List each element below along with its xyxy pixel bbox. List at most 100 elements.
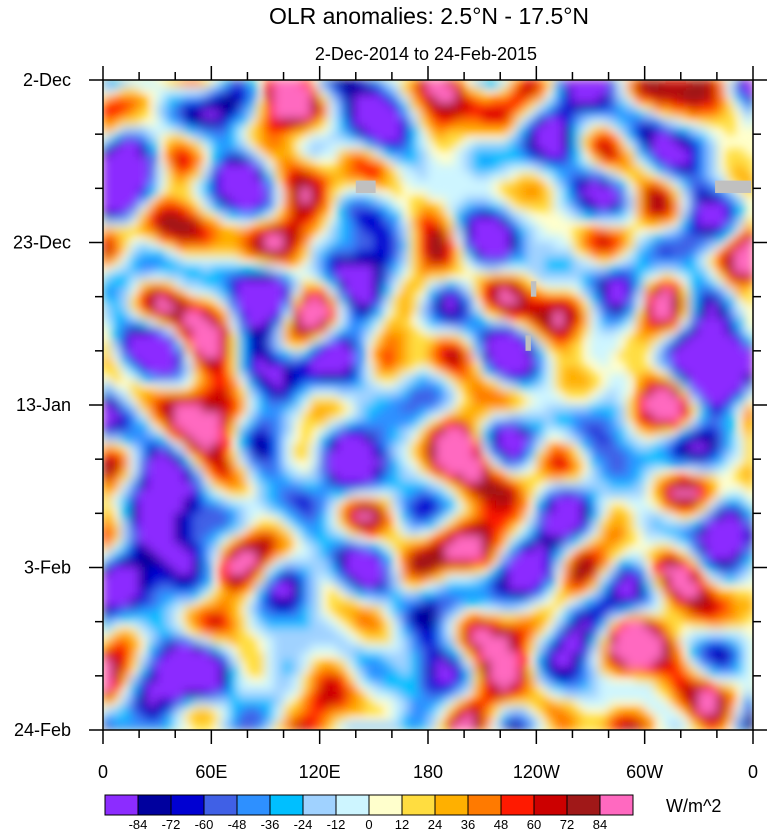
anomaly-cell: [346, 288, 357, 298]
anomaly-cell: [264, 327, 276, 336]
anomaly-cell: [535, 597, 546, 607]
anomaly-cell: [481, 505, 492, 514]
anomaly-cell: [544, 110, 555, 120]
anomaly-cell: [120, 551, 131, 561]
anomaly-cell: [237, 419, 249, 429]
anomaly-cell: [228, 419, 240, 429]
anomaly-cell: [282, 636, 294, 646]
anomaly-cell: [445, 505, 456, 514]
anomaly-cell: [201, 621, 212, 631]
anomaly-cell: [120, 357, 131, 367]
anomaly-cell: [373, 218, 384, 228]
anomaly-cell: [301, 172, 312, 182]
anomaly-cell: [364, 412, 375, 422]
anomaly-cell: [472, 125, 483, 135]
anomaly-cell: [174, 590, 185, 600]
anomaly-cell: [373, 311, 384, 321]
anomaly-cell: [607, 590, 619, 600]
anomaly-cell: [282, 528, 294, 538]
anomaly-cell: [273, 435, 285, 445]
anomaly-cell: [635, 365, 646, 375]
anomaly-cell: [310, 474, 321, 483]
anomaly-cell: [436, 396, 447, 406]
anomaly-cell: [418, 257, 429, 267]
anomaly-cell: [183, 156, 194, 166]
anomaly-cell: [103, 597, 113, 607]
anomaly-cell: [310, 296, 321, 306]
anomaly-cell: [743, 559, 753, 569]
anomaly-cell: [662, 218, 673, 228]
anomaly-cell: [490, 373, 501, 383]
anomaly-cell: [743, 551, 753, 561]
anomaly-cell: [499, 265, 510, 275]
anomaly-cell: [210, 388, 221, 398]
anomaly-cell: [346, 551, 357, 561]
anomaly-cell: [246, 311, 258, 321]
anomaly-cell: [138, 149, 149, 158]
anomaly-cell: [165, 342, 176, 352]
anomaly-cell: [310, 187, 321, 197]
anomaly-cell: [427, 574, 438, 584]
anomaly-cell: [463, 381, 474, 391]
anomaly-cell: [337, 334, 348, 344]
anomaly-cell: [310, 319, 321, 329]
anomaly-cell: [562, 149, 574, 158]
anomaly-cell: [644, 118, 655, 128]
anomaly-cell: [535, 265, 546, 275]
anomaly-cell: [400, 605, 411, 615]
anomaly-cell: [635, 296, 646, 306]
anomaly-cell: [129, 149, 140, 158]
anomaly-cell: [103, 435, 113, 445]
anomaly-cell: [364, 296, 375, 306]
anomaly-cell: [165, 520, 176, 530]
anomaly-cell: [192, 303, 203, 313]
anomaly-cell: [228, 311, 240, 321]
anomaly-cell: [409, 102, 420, 112]
anomaly-cell: [391, 466, 402, 476]
anomaly-cell: [246, 334, 258, 344]
anomaly-cell: [517, 590, 528, 600]
anomaly-cell: [319, 342, 330, 352]
anomaly-cell: [734, 435, 745, 445]
anomaly-cell: [355, 357, 366, 367]
anomaly-cell: [111, 257, 122, 267]
anomaly-cell: [174, 466, 185, 476]
anomaly-cell: [644, 458, 655, 468]
anomaly-cell: [255, 357, 267, 367]
anomaly-cell: [282, 357, 294, 367]
anomaly-cell: [201, 574, 212, 584]
anomaly-cell: [210, 474, 221, 483]
anomaly-cell: [571, 141, 583, 151]
anomaly-cell: [246, 597, 258, 607]
anomaly-cell: [103, 203, 113, 213]
anomaly-cell: [472, 474, 483, 483]
anomaly-cell: [445, 296, 456, 306]
anomaly-cell: [219, 156, 230, 166]
anomaly-cell: [544, 404, 555, 414]
anomaly-cell: [490, 520, 501, 530]
anomaly-cell: [210, 102, 221, 112]
anomaly-cell: [734, 613, 745, 623]
anomaly-cell: [490, 234, 501, 244]
anomaly-cell: [481, 427, 492, 437]
anomaly-cell: [490, 125, 501, 135]
anomaly-cell: [454, 404, 465, 414]
anomaly-cell: [237, 164, 249, 174]
anomaly-cell: [156, 605, 167, 615]
anomaly-cell: [427, 543, 438, 553]
anomaly-cell: [571, 87, 583, 97]
anomaly-cell: [481, 520, 492, 530]
anomaly-cell: [689, 149, 700, 158]
anomaly-cell: [409, 512, 420, 522]
anomaly-cell: [544, 636, 555, 646]
anomaly-cell: [147, 543, 158, 553]
anomaly-cell: [291, 605, 303, 615]
anomaly-cell: [273, 164, 285, 174]
anomaly-cell: [589, 474, 601, 483]
anomaly-cell: [436, 102, 447, 112]
anomaly-cell: [481, 102, 492, 112]
anomaly-cell: [635, 497, 646, 507]
anomaly-cell: [319, 489, 330, 499]
anomaly-cell: [219, 644, 230, 654]
anomaly-cell: [391, 644, 402, 654]
